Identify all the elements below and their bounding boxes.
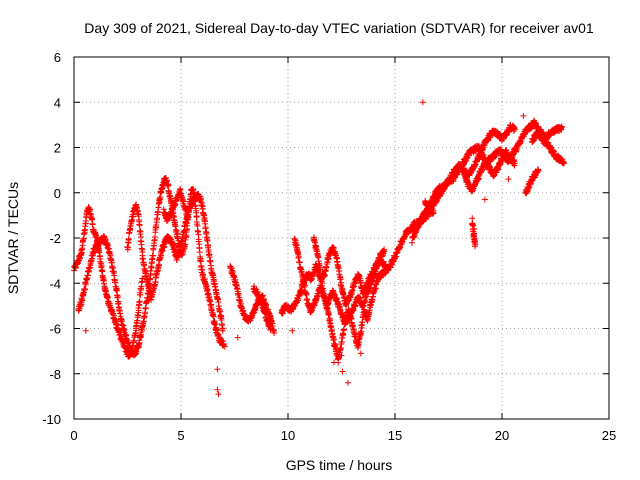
data-point: [311, 236, 318, 243]
data-point: [311, 302, 318, 309]
data-point: [296, 259, 303, 266]
data-point: [330, 337, 337, 344]
data-point: [124, 243, 131, 250]
data-point: [271, 330, 278, 337]
data-point: [348, 319, 355, 326]
data-point: [317, 266, 324, 273]
x-tick-label: 10: [281, 428, 295, 443]
y-tick-label: -8: [49, 367, 61, 382]
data-point: [143, 272, 150, 279]
data-point: [117, 310, 124, 317]
data-point: [337, 344, 344, 351]
data-point: [173, 256, 180, 263]
data-point: [136, 221, 143, 228]
data-point: [295, 253, 302, 260]
data-point: [82, 285, 89, 292]
y-tick-label: 4: [54, 95, 61, 110]
data-point: [212, 287, 219, 294]
data-point: [82, 281, 89, 288]
data-point: [199, 267, 206, 274]
data-point: [153, 221, 160, 228]
data-point: [211, 280, 218, 287]
data-point: [325, 310, 332, 317]
data-point: [135, 307, 142, 314]
data-point: [98, 267, 105, 274]
data-point: [319, 280, 326, 287]
data-point: [113, 322, 120, 329]
data-point: [124, 244, 131, 251]
data-point: [136, 222, 143, 229]
y-tick-label: -10: [42, 412, 61, 427]
y-axis-label: SDTVAR / TECUs: [5, 182, 21, 294]
data-point: [248, 315, 255, 322]
chart-title: Day 309 of 2021, Sidereal Day-to-day VTE…: [84, 20, 594, 36]
points-layer: [71, 99, 568, 398]
data-point: [137, 291, 144, 298]
x-tick-label: 15: [388, 428, 402, 443]
data-point: [561, 160, 568, 167]
data-point: [142, 310, 149, 317]
y-tick-label: 2: [54, 141, 61, 156]
data-point: [147, 267, 154, 274]
x-tick-label: 5: [177, 428, 184, 443]
data-point: [215, 331, 222, 338]
data-point: [150, 252, 157, 259]
data-point: [349, 322, 356, 329]
data-point: [138, 245, 145, 252]
data-point: [194, 222, 201, 229]
y-tick-label: 0: [54, 186, 61, 201]
data-point: [172, 223, 179, 230]
data-point: [559, 159, 566, 166]
data-point: [383, 266, 390, 273]
data-point: [219, 327, 226, 334]
x-tick-label: 25: [602, 428, 616, 443]
data-point: [137, 231, 144, 238]
data-point: [81, 227, 88, 234]
data-point: [393, 250, 400, 257]
data-point: [325, 255, 332, 262]
data-point: [318, 276, 325, 283]
data-point: [298, 268, 305, 275]
data-point: [121, 326, 128, 333]
data-point: [301, 282, 308, 289]
x-axis-label: GPS time / hours: [286, 457, 393, 473]
data-point: [267, 325, 274, 332]
data-point: [115, 327, 122, 334]
data-point: [125, 235, 132, 242]
y-tick-label: -6: [49, 322, 61, 337]
y-tick-label: -2: [49, 231, 61, 246]
y-tick-label: 6: [54, 50, 61, 65]
data-point: [216, 308, 223, 315]
data-point: [183, 210, 190, 217]
data-point: [301, 283, 308, 290]
x-tick-label: 20: [495, 428, 509, 443]
x-tick-label: 0: [70, 428, 77, 443]
data-point: [195, 238, 202, 245]
data-point: [154, 209, 161, 216]
data-point: [150, 245, 157, 252]
data-point: [266, 321, 273, 328]
y-tick-label: -4: [49, 276, 61, 291]
data-point: [205, 242, 212, 249]
data-point: [136, 298, 143, 305]
data-point: [177, 186, 184, 193]
data-point: [165, 182, 172, 189]
data-point: [137, 332, 144, 339]
data-point: [358, 328, 365, 335]
data-point: [89, 221, 96, 228]
data-point: [337, 276, 344, 283]
data-point: [462, 158, 469, 165]
data-point: [79, 297, 86, 304]
data-point: [109, 264, 116, 271]
data-point: [366, 307, 373, 314]
data-point: [182, 205, 189, 212]
